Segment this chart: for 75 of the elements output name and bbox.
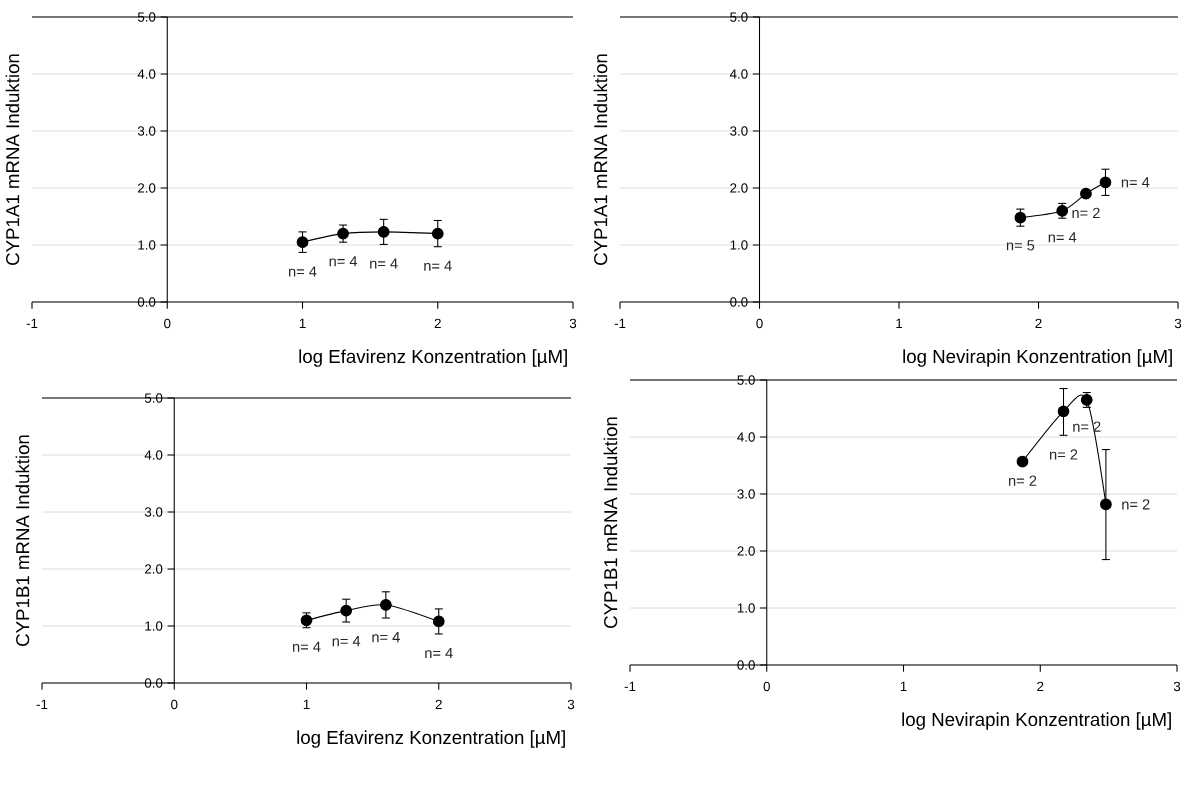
x-tick-label: 0	[164, 318, 171, 329]
x-tick-label: 1	[896, 318, 903, 328]
y-tick-label: 1.0	[138, 240, 156, 250]
x-tick-label: -1	[36, 699, 48, 709]
annotation: n= 4	[425, 648, 453, 659]
x-tick-label: 0	[756, 318, 763, 329]
y-tick-label: 0.0	[730, 297, 748, 307]
y-axis-title: CYP1B1 mRNA Induktion	[603, 417, 618, 628]
y-tick-label: 4.0	[137, 69, 156, 79]
point	[1100, 498, 1112, 511]
y-tick-label: 4.0	[144, 450, 163, 460]
annotation: n= 4	[293, 641, 321, 652]
y-tick-label: 0.0	[737, 660, 755, 670]
annotation: n= 2	[1072, 207, 1100, 218]
point	[1099, 176, 1112, 189]
y-tick-label: 4.0	[737, 432, 755, 442]
annotation: n= 4	[424, 260, 452, 271]
y-tick-label: 1.0	[145, 621, 163, 631]
annotation: n= 4	[1048, 232, 1077, 243]
point	[432, 615, 445, 628]
point	[379, 599, 392, 611]
annotation: n= 4	[1121, 177, 1150, 188]
y-tick-label: 5.0	[730, 12, 748, 22]
x-axis-title: log Nevirapin Konzentration [µM]	[902, 712, 1171, 730]
y-tick-label: 3.0	[137, 126, 156, 136]
y-tick-label: 0.0	[137, 297, 156, 307]
y-tick-label: 3.0	[737, 489, 755, 499]
x-tick-label: 1	[299, 318, 306, 328]
point	[1057, 405, 1070, 418]
annotation: n= 2	[1122, 499, 1150, 510]
x-tick-label: 2	[1037, 681, 1044, 692]
point	[340, 604, 353, 617]
point	[1080, 187, 1092, 200]
annotation: n= 4	[372, 632, 400, 643]
y-tick-label: 1.0	[737, 603, 755, 613]
x-tick-label: 2	[435, 699, 442, 710]
y-tick-label: 5.0	[137, 12, 156, 22]
y-tick-label: 5.0	[737, 375, 755, 385]
annotation: n= 2	[1050, 449, 1078, 460]
x-tick-label: 3	[1174, 318, 1182, 329]
x-tick-label: 0	[763, 681, 770, 692]
annotation: n= 4	[370, 258, 398, 269]
x-tick-label: 3	[569, 318, 577, 329]
x-tick-label: 2	[434, 318, 441, 329]
y-tick-label: 3.0	[144, 507, 163, 517]
y-tick-label: 4.0	[729, 69, 748, 79]
annotation: n= 2	[1008, 475, 1037, 486]
y-tick-label: 2.0	[138, 183, 156, 193]
x-axis-title: log Efavirenz Konzentration [µM]	[299, 349, 567, 367]
y-tick-label: 2.0	[737, 546, 755, 556]
x-axis-title: log Nevirapin Konzentration [µM]	[903, 349, 1172, 367]
x-tick-label: -1	[26, 318, 38, 328]
annotation: n= 4	[329, 256, 358, 267]
x-tick-label: 1	[303, 699, 310, 709]
y-tick-label: 2.0	[145, 564, 163, 574]
x-tick-label: 0	[171, 699, 178, 710]
annotation: n= 4	[332, 636, 361, 647]
x-tick-label: 1	[900, 681, 907, 691]
y-tick-label: 5.0	[144, 393, 163, 403]
x-tick-label: -1	[614, 318, 626, 328]
x-tick-label: 2	[1035, 318, 1042, 329]
annotation: n= 4	[289, 266, 317, 277]
x-tick-label: -1	[624, 681, 636, 691]
y-tick-label: 0.0	[144, 678, 163, 688]
y-tick-label: 3.0	[730, 126, 748, 136]
y-tick-label: 1.0	[730, 240, 748, 250]
x-tick-label: 3	[567, 699, 575, 710]
y-axis-title: CYP1B1 mRNA Induktion	[15, 435, 30, 646]
point	[1016, 455, 1029, 468]
x-tick-label: 3	[1173, 681, 1181, 692]
y-axis-title: CYP1A1 mRNA Induktion	[5, 54, 20, 265]
y-axis-title: CYP1A1 mRNA Induktion	[593, 54, 608, 265]
annotation: n= 5	[1006, 240, 1035, 251]
x-axis-title: log Efavirenz Konzentration [µM]	[297, 730, 565, 748]
y-tick-label: 2.0	[730, 183, 748, 193]
